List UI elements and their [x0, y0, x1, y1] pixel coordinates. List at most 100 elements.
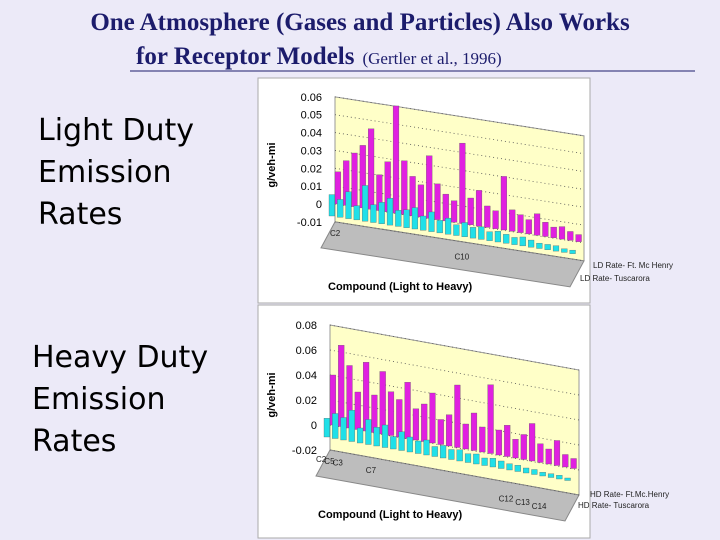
bar — [392, 105, 400, 214]
bar — [406, 436, 413, 453]
y-axis-label: g/veh-mi — [266, 372, 278, 417]
legend-entry: LD Rate- Tuscarora — [580, 274, 650, 283]
bar — [423, 439, 430, 456]
bar — [348, 410, 355, 442]
bar — [503, 234, 510, 244]
bar — [550, 226, 557, 238]
bar — [357, 427, 364, 444]
title-line: for Receptor Models — [136, 43, 355, 70]
bar — [415, 440, 422, 454]
legend-entry: HD Rate- Ft.Mc.Henry — [590, 490, 669, 499]
bar — [495, 429, 502, 456]
bar — [467, 197, 474, 225]
bar — [539, 472, 546, 477]
y-axis-label: g/veh-mi — [266, 142, 278, 187]
bar — [371, 394, 378, 433]
bar — [514, 465, 521, 472]
x-tick-label: C2 — [316, 455, 327, 464]
bar — [445, 217, 452, 235]
bar — [478, 226, 485, 240]
bar — [498, 460, 505, 469]
bar — [368, 128, 375, 210]
bar — [453, 224, 460, 236]
x-tick-label: C7 — [366, 466, 377, 475]
x-tick-label: C5 — [324, 457, 335, 466]
bar — [451, 200, 458, 223]
bar — [547, 473, 555, 478]
bar — [534, 213, 541, 236]
bar — [340, 417, 347, 441]
bar — [362, 185, 369, 222]
bar — [529, 423, 536, 462]
x-tick-label: C3 — [333, 459, 344, 468]
bar — [528, 239, 535, 248]
y-tick-label: 0.03 — [301, 145, 322, 157]
x-tick-label: C14 — [532, 502, 547, 511]
bar — [390, 436, 397, 450]
bar — [564, 477, 571, 481]
bar — [492, 210, 499, 229]
bar — [373, 427, 380, 447]
bar — [494, 231, 501, 243]
x-tick-label: C12 — [499, 495, 514, 504]
bar — [456, 449, 463, 462]
bar — [553, 440, 561, 466]
bar — [484, 205, 491, 228]
bar — [442, 193, 449, 222]
bar — [544, 244, 551, 250]
bar — [448, 449, 455, 460]
x-tick-label: C10 — [455, 252, 470, 261]
bar — [567, 231, 574, 241]
side-label: Emission — [32, 382, 165, 417]
y-tick-label: 0.06 — [301, 92, 322, 104]
bar — [426, 155, 433, 219]
bar — [354, 391, 361, 430]
bar — [509, 209, 516, 232]
y-tick-label: 0 — [311, 420, 317, 432]
bar — [542, 222, 549, 237]
bar — [411, 207, 418, 230]
bar — [569, 249, 576, 254]
title-line: One Atmosphere (Gases and Particles) Als… — [90, 9, 630, 36]
bar — [417, 184, 424, 218]
bar — [323, 418, 330, 438]
bar — [396, 399, 403, 438]
bar — [475, 190, 483, 227]
y-tick-label: -0.02 — [292, 445, 317, 457]
bar — [473, 453, 480, 465]
bar — [387, 391, 395, 436]
bar — [459, 142, 466, 224]
bar — [552, 245, 560, 252]
bar — [381, 424, 389, 448]
bar — [512, 439, 519, 459]
bar — [561, 248, 568, 253]
bar — [461, 222, 468, 237]
x-axis-label: Compound (Light to Heavy) — [328, 281, 473, 293]
y-tick-label: 0.02 — [301, 163, 322, 175]
bar — [481, 457, 488, 466]
bar — [469, 227, 477, 239]
bar — [395, 210, 402, 227]
bar — [328, 194, 335, 217]
bar — [431, 446, 438, 457]
bar — [556, 475, 563, 480]
bar — [479, 426, 486, 453]
bar — [558, 226, 566, 240]
bar — [337, 199, 344, 218]
citation: (Gertler et al., 1996) — [362, 49, 501, 68]
bar — [570, 458, 577, 469]
side-label: Light Duty — [38, 113, 194, 148]
bar — [378, 202, 385, 224]
bar — [421, 403, 428, 442]
bar — [386, 198, 394, 226]
bar — [334, 171, 341, 205]
legend-entry: LD Rate- Ft. Mc Henry — [593, 261, 673, 270]
bar — [365, 419, 372, 445]
bar — [500, 176, 507, 231]
side-label: Rates — [32, 424, 116, 459]
bar — [511, 237, 518, 245]
bar — [470, 412, 478, 451]
bar — [398, 431, 405, 451]
bar — [412, 408, 419, 441]
